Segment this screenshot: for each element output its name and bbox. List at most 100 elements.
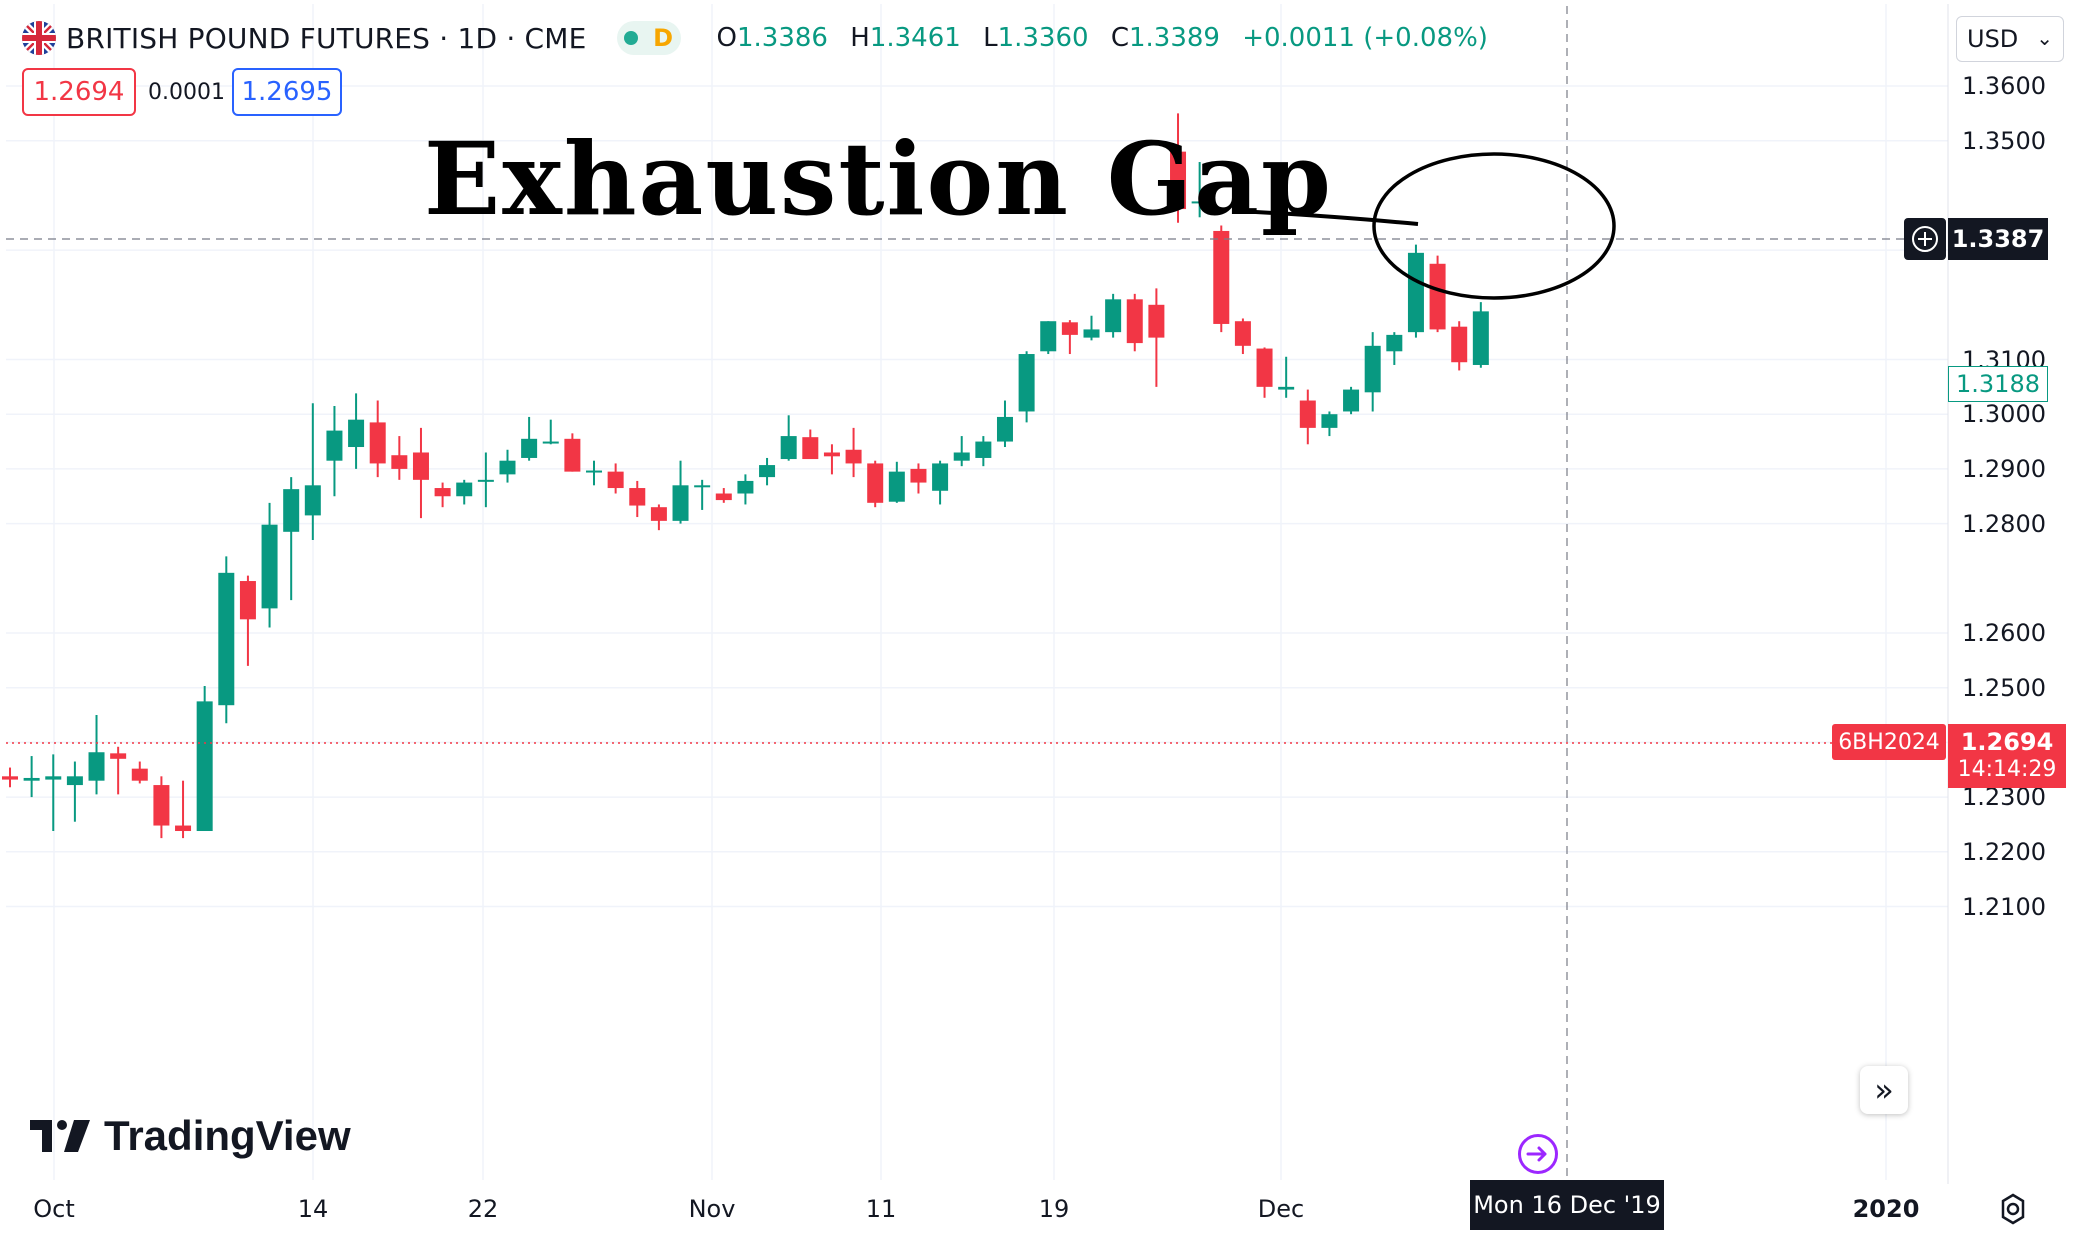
price-tick-label: 1.2500 xyxy=(1962,673,2046,702)
candle-body xyxy=(1364,345,1381,393)
symbol-legend: BRITISH POUND FUTURES · 1D · CME D O1.33… xyxy=(22,18,1488,58)
candle xyxy=(1170,113,1187,223)
candle-body xyxy=(304,485,321,516)
candle-body xyxy=(1343,389,1360,412)
low-value: 1.3360 xyxy=(997,23,1089,53)
candle xyxy=(521,416,538,461)
open-label: O xyxy=(716,23,737,53)
sell-price-button[interactable]: 1.2694 xyxy=(22,68,136,116)
candle-body xyxy=(759,465,776,478)
candle-body xyxy=(1126,299,1143,344)
crosshair-price-label: 1.3387 xyxy=(1948,218,2048,260)
candle-body xyxy=(369,422,386,464)
candle xyxy=(239,575,256,666)
candle-body xyxy=(1407,252,1424,333)
candle xyxy=(348,393,365,469)
candlestick-series xyxy=(2,113,1489,839)
candle-body xyxy=(564,438,581,472)
candle xyxy=(45,754,62,832)
candle-body xyxy=(412,452,429,480)
candle xyxy=(672,460,689,524)
candle xyxy=(283,477,300,601)
price-tick-label: 1.3000 xyxy=(1962,400,2046,429)
price-tick-label: 1.3600 xyxy=(1962,72,2046,100)
candle-body xyxy=(1018,354,1035,412)
candle-body xyxy=(239,581,256,620)
candle-body xyxy=(737,480,754,494)
candle xyxy=(131,761,148,784)
candle xyxy=(1148,288,1165,387)
price-tick-label: 1.2800 xyxy=(1962,509,2046,538)
candle xyxy=(1191,162,1208,218)
candle xyxy=(759,457,776,486)
symbol-title[interactable]: BRITISH POUND FUTURES · 1D · CME xyxy=(66,21,587,55)
candle xyxy=(1343,386,1360,415)
candle xyxy=(1061,320,1078,355)
candle-body xyxy=(1083,329,1100,338)
currency-select[interactable]: USD ⌄ xyxy=(1956,16,2064,62)
candle-body xyxy=(283,489,300,532)
candle xyxy=(1278,356,1295,398)
candle-body xyxy=(672,485,689,521)
candle xyxy=(953,436,970,467)
candle xyxy=(326,405,343,497)
candle xyxy=(1040,321,1057,355)
scroll-to-realtime-button[interactable]: » xyxy=(1860,1066,1908,1114)
candle xyxy=(650,504,667,531)
spread-value: 0.0001 xyxy=(148,80,225,105)
candle-body xyxy=(802,437,819,460)
candle-body xyxy=(1299,400,1316,428)
gap-highlight-ellipse xyxy=(1372,152,1616,300)
low-label: L xyxy=(983,23,998,53)
candle-body xyxy=(1472,311,1489,365)
crosshair-date-label: Mon 16 Dec '19 xyxy=(1470,1180,1664,1230)
bar-countdown: 14:14:29 xyxy=(1957,757,2057,782)
candle-body xyxy=(261,524,278,609)
annotation-pointer-line xyxy=(1235,209,1419,226)
time-tick-label: 19 xyxy=(1038,1195,1070,1223)
candle xyxy=(66,761,83,822)
price-tick-label: 1.2600 xyxy=(1962,619,2046,647)
time-tick-label: Oct xyxy=(33,1195,75,1223)
tradingview-logo[interactable]: TradingView xyxy=(30,1112,351,1160)
settings-gear-icon[interactable] xyxy=(1996,1192,2030,1226)
candle-body xyxy=(1386,334,1403,352)
buy-price-button[interactable]: 1.2695 xyxy=(232,68,342,116)
symbol-tag-label: 6BH2024 xyxy=(1832,724,1946,760)
change-value: +0.0011 (+0.08%) xyxy=(1242,23,1488,53)
candle xyxy=(218,556,235,724)
logo-wordmark: TradingView xyxy=(104,1112,351,1159)
candle-body xyxy=(1451,326,1468,363)
candle-body xyxy=(88,752,105,781)
candle xyxy=(391,436,408,480)
candle xyxy=(694,479,711,510)
add-alert-plus-icon[interactable] xyxy=(1904,218,1946,260)
open-value: 1.3386 xyxy=(737,23,828,53)
candle xyxy=(542,419,559,445)
time-tick-label: 11 xyxy=(865,1195,897,1223)
uk-flag-icon xyxy=(22,21,56,55)
candle xyxy=(607,463,624,494)
candle-body xyxy=(867,463,884,503)
candle xyxy=(780,415,797,461)
candle-body xyxy=(845,449,862,464)
candle-body xyxy=(218,572,235,706)
candle xyxy=(910,463,927,494)
close-label: C xyxy=(1110,23,1129,53)
candle xyxy=(1472,302,1489,368)
candle-body xyxy=(499,460,516,475)
current-price-label: 1.2694 14:14:29 xyxy=(1948,724,2066,788)
candle-body xyxy=(45,776,62,780)
close-value: 1.3389 xyxy=(1128,23,1220,53)
candle xyxy=(1018,351,1035,423)
last-quote-label: 1.3188 xyxy=(1948,366,2048,402)
candle-body xyxy=(175,825,192,832)
candle xyxy=(629,480,646,518)
ohlc-values: O1.3386 H1.3461 L1.3360 C1.3389 +0.0011 … xyxy=(717,23,1488,53)
market-status-pill[interactable]: D xyxy=(616,21,681,55)
candle-body xyxy=(586,470,603,473)
go-to-date-icon[interactable] xyxy=(1518,1134,1558,1174)
price-grid xyxy=(6,4,1948,1180)
candle-body xyxy=(110,753,127,759)
